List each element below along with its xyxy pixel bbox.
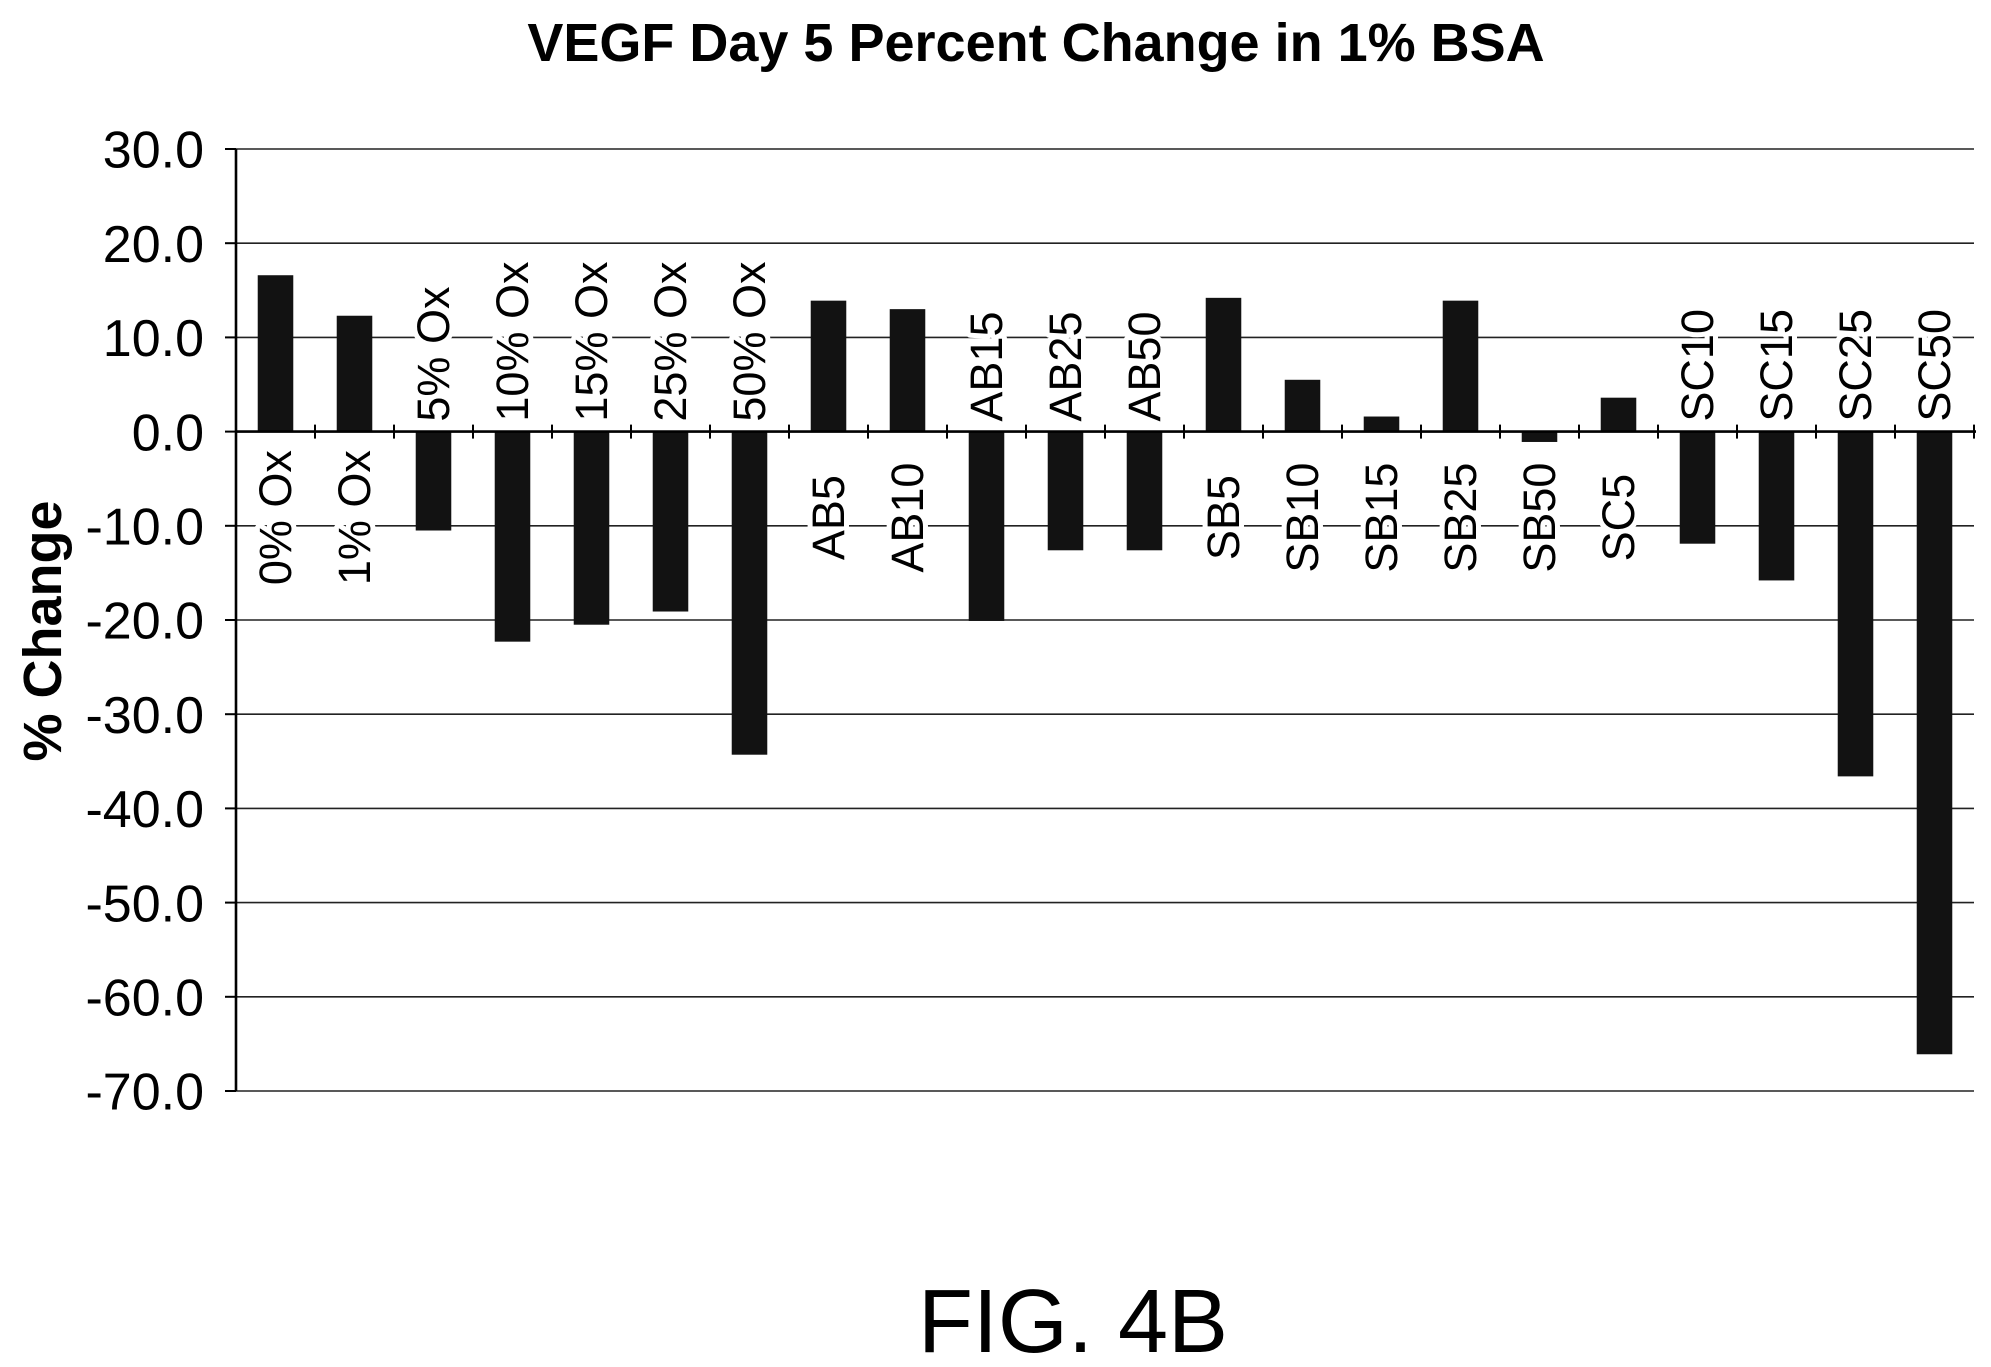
figure-label: FIG. 4B: [918, 1272, 1228, 1367]
bar: [1126, 431, 1163, 551]
y-tick-label: -50.0: [85, 875, 204, 933]
category-label: AB15: [961, 312, 1012, 422]
bar: [1758, 431, 1795, 581]
category-label: 50% Ox: [724, 261, 775, 422]
bar: [889, 309, 926, 432]
bar: [1442, 300, 1479, 432]
bar: [1600, 397, 1637, 432]
category-label: 15% Ox: [566, 261, 617, 422]
bar: [336, 315, 373, 432]
bar: [257, 275, 294, 432]
category-label: 1% Ox: [329, 450, 380, 586]
category-label: SB15: [1356, 463, 1407, 573]
category-label: SC15: [1751, 309, 1802, 422]
y-tick-label: 30.0: [103, 122, 204, 180]
category-label: 25% Ox: [645, 261, 696, 422]
category-label: SC25: [1830, 309, 1881, 422]
category-label: 10% Ox: [487, 261, 538, 422]
category-label: AB10: [882, 463, 933, 573]
bar: [1679, 431, 1716, 544]
category-label: SB50: [1514, 463, 1565, 573]
category-label: SB5: [1198, 475, 1249, 560]
bar: [494, 431, 531, 642]
y-tick-label: -60.0: [85, 970, 204, 1028]
y-axis-label: % Change: [13, 500, 73, 761]
y-tick-label: -40.0: [85, 781, 204, 839]
bar: [1521, 431, 1558, 442]
bar: [1205, 297, 1242, 432]
bar: [415, 431, 452, 531]
y-tick-label: 10.0: [103, 310, 204, 368]
bar: [1837, 431, 1874, 777]
bar: [1916, 431, 1953, 1055]
category-label: SB10: [1277, 463, 1328, 573]
chart-title: VEGF Day 5 Percent Change in 1% BSA: [527, 13, 1544, 73]
y-tick-label: -20.0: [85, 593, 204, 651]
category-label: SC10: [1672, 309, 1723, 422]
bars: [257, 275, 1953, 1055]
category-label: 0% Ox: [250, 450, 301, 586]
y-tick-label: -70.0: [85, 1064, 204, 1122]
category-label: AB50: [1119, 312, 1170, 422]
bar: [968, 431, 1005, 621]
y-tick-label: -30.0: [85, 687, 204, 745]
bar: [731, 431, 768, 755]
y-tick-label: -10.0: [85, 499, 204, 557]
category-label: AB5: [803, 475, 854, 560]
bar: [652, 431, 689, 612]
y-tick-label: 0.0: [132, 404, 204, 462]
category-labels: 0% Ox 1% Ox 5% Ox 10% Ox 15% Ox 25% Ox 50% Ox A…: [245, 256, 1965, 590]
bar: [573, 431, 610, 625]
category-label: AB25: [1040, 312, 1091, 422]
category-label: SC5: [1593, 474, 1644, 562]
axes: [234, 149, 1976, 1091]
bar: [1363, 416, 1400, 432]
y-tick-label: 20.0: [103, 216, 204, 274]
bar: [810, 300, 847, 432]
y-axis-ticks: 30.0 20.0 10.0 0.0 -10.0 -20.0 -30.0 -40.0 -50.0…: [85, 122, 236, 1122]
category-label: 5% Ox: [408, 286, 459, 422]
category-label: SB25: [1435, 463, 1486, 573]
bar: [1284, 379, 1321, 432]
category-label: SC50: [1909, 309, 1960, 422]
bar: [1047, 431, 1084, 551]
